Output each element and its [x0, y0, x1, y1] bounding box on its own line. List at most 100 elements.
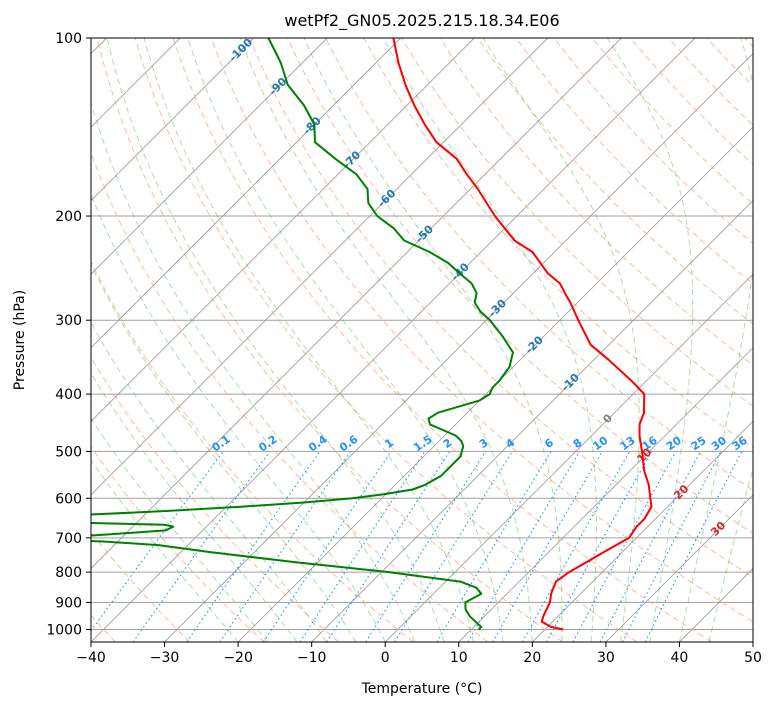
isotherm-line [752, 641, 753, 642]
dry-adiabat [706, 38, 753, 87]
moist-adiabat [382, 38, 597, 642]
mixing-ratio-line [91, 451, 224, 632]
x-tick-label: −40 [76, 650, 106, 666]
x-tick-label: −20 [223, 650, 253, 666]
mixing-ratio-label: 13 [618, 434, 638, 453]
mixing-ratio-lines [91, 451, 743, 642]
dry-adiabat [91, 260, 414, 642]
dry-adiabat [248, 38, 753, 578]
isotherm-line [91, 38, 549, 496]
y-tick-label: 500 [55, 444, 82, 460]
plot-frame [90, 37, 754, 643]
y-tick-label: 300 [55, 313, 82, 329]
y-axis: 100 200 300 400 500 600 700 800 900 1000 [46, 31, 91, 638]
mixing-ratio-label: 30 [709, 434, 729, 454]
x-tick-label: 0 [381, 650, 390, 666]
dewpoint-profile [91, 38, 514, 631]
temperature-profile [392, 38, 653, 631]
x-tick-label: −30 [150, 650, 180, 666]
mixing-ratio-line [186, 451, 321, 642]
y-tick-label: 100 [55, 31, 82, 47]
isotherm-label: -100 [226, 36, 255, 65]
moist-adiabat [91, 459, 239, 642]
moist-adiabat [143, 38, 474, 642]
mixing-ratio-label: 36 [730, 434, 750, 454]
dry-adiabat [172, 38, 713, 642]
chart-title: wetPf2_GN05.2025.215.18.34.E06 [284, 11, 559, 31]
mixing-ratio-line [132, 451, 271, 642]
isotherm-line [91, 38, 402, 349]
moist-adiabat [91, 417, 268, 642]
isotherm-label: 30 [708, 519, 728, 539]
y-axis-label: Pressure (hPa) [12, 290, 28, 390]
x-tick-label: 50 [744, 650, 762, 666]
isotherm-line [679, 567, 753, 642]
dry-adiabat [325, 38, 753, 491]
mixing-ratio-label: 25 [689, 434, 709, 453]
mixing-ratio-label: 2 [441, 436, 455, 451]
x-tick-label: 30 [597, 650, 615, 666]
isotherm-line [91, 38, 696, 642]
isotherm-line [458, 347, 753, 642]
isotherm-label: 0 [600, 411, 615, 426]
x-axis: −40 −30 −20 −10 0 10 20 30 40 50 [76, 642, 762, 666]
isotherm-label: -20 [523, 333, 546, 356]
mixing-ratio-line [394, 451, 513, 642]
mixing-ratio-label: 8 [571, 436, 585, 451]
y-tick-label: 700 [55, 531, 82, 547]
moist-adiabat [187, 38, 504, 642]
isotherm-label: -70 [340, 148, 363, 171]
dry-adiabat [439, 38, 753, 366]
isotherm-label: -60 [375, 187, 398, 210]
dry-adiabat [668, 38, 753, 126]
moist-adiabat [606, 38, 694, 642]
mixing-ratio-line [326, 451, 451, 642]
y-tick-label: 900 [55, 595, 82, 611]
profiles [91, 38, 653, 631]
mixing-ratio-line [546, 451, 653, 642]
y-tick-label: 200 [55, 209, 82, 225]
moist-adiabat [708, 466, 753, 642]
dry-adiabat [210, 38, 753, 623]
moist-adiabat [106, 38, 445, 642]
dry-adiabat [744, 38, 753, 48]
x-tick-label: 10 [450, 650, 468, 666]
isotherm-label: -80 [301, 114, 324, 137]
mixing-ratio-label: 6 [542, 436, 556, 451]
dry-adiabat [134, 38, 638, 642]
x-tick-label: −10 [297, 650, 327, 666]
mixing-ratio-label: 1 [382, 436, 396, 451]
mixing-ratio-line [299, 451, 426, 642]
isotherm-line [384, 273, 753, 642]
dry-adiabat [96, 38, 563, 642]
moist-adiabat [91, 321, 327, 642]
background-lines [91, 38, 753, 642]
moist-adiabat [91, 372, 298, 642]
mixing-ratio-line [572, 451, 677, 642]
mixing-ratio-line [467, 451, 581, 642]
dry-adiabat [286, 38, 753, 535]
dry-adiabat [91, 151, 489, 642]
isotherm-line [237, 126, 753, 642]
dry-adiabat [591, 38, 753, 205]
isotherm-line [164, 52, 753, 642]
moist-adiabat [482, 38, 640, 642]
dry-adiabat [91, 356, 340, 642]
isotherm-line [91, 38, 254, 202]
y-tick-label: 1000 [46, 622, 82, 638]
dry-adiabat [91, 531, 191, 642]
isotherm-line [91, 38, 475, 422]
moist-adiabat [91, 193, 386, 642]
y-tick-label: 600 [55, 491, 82, 507]
mixing-ratio-line [219, 451, 352, 642]
isotherm-label: -30 [486, 297, 509, 320]
x-tick-label: 20 [523, 650, 541, 666]
mixing-ratio-line [263, 451, 392, 642]
isotherm-line [605, 494, 753, 642]
dry-adiabat [515, 38, 753, 285]
mixing-ratio-line [436, 451, 552, 642]
dry-adiabat [91, 445, 265, 642]
mixing-ratio-line [644, 451, 743, 642]
moist-adiabat [303, 38, 563, 642]
